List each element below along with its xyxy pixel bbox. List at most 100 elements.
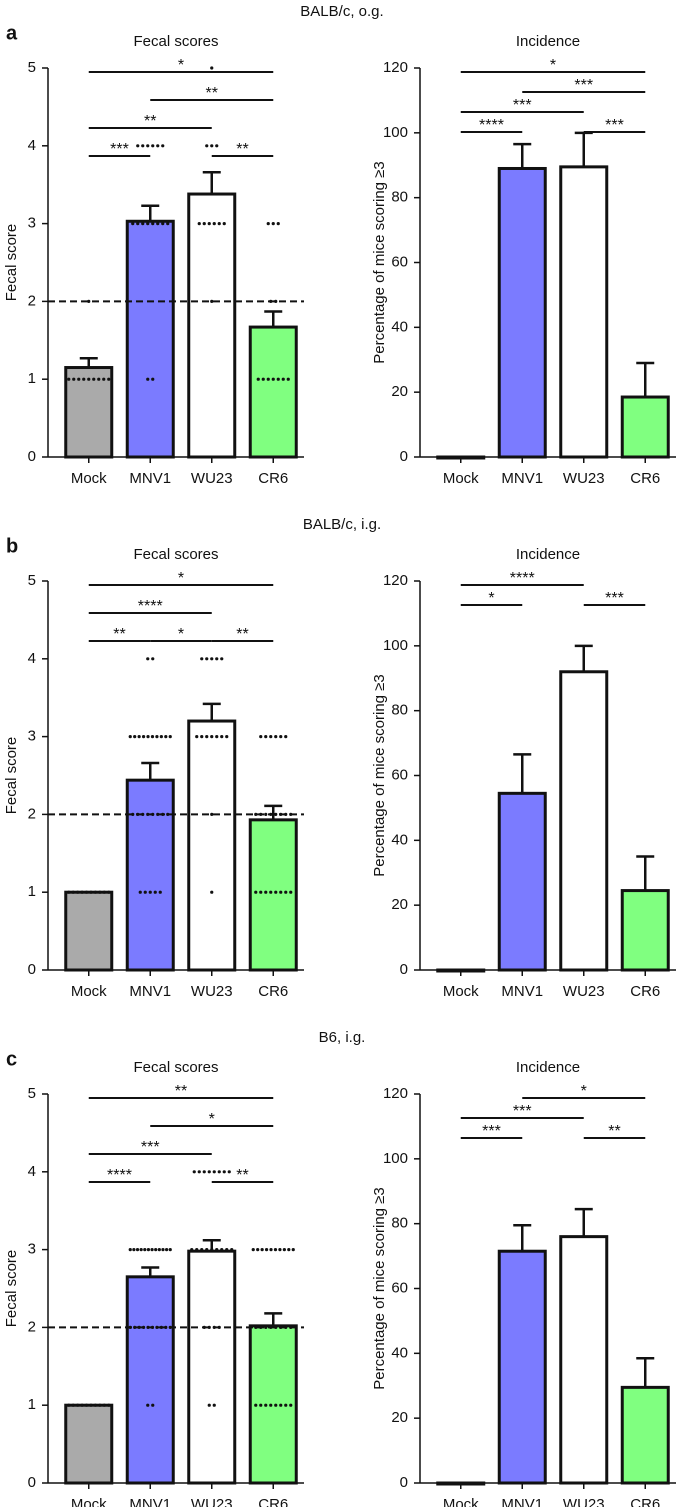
x-tick-label: MNV1 bbox=[501, 983, 543, 1000]
data-point bbox=[168, 1248, 172, 1252]
y-tick-label: 120 bbox=[383, 572, 408, 589]
x-tick-label: CR6 bbox=[630, 983, 660, 1000]
data-point bbox=[192, 1170, 196, 1174]
data-point bbox=[264, 812, 268, 817]
data-point bbox=[107, 890, 111, 894]
chart-title: Fecal scores bbox=[133, 33, 218, 50]
data-point bbox=[151, 1403, 155, 1407]
significance-label: ** bbox=[113, 626, 125, 643]
significance-label: *** bbox=[513, 1103, 532, 1120]
data-point bbox=[67, 377, 71, 381]
data-point bbox=[133, 1325, 137, 1329]
y-tick-label: 2 bbox=[28, 805, 36, 822]
significance-label: ** bbox=[144, 113, 156, 130]
x-tick-label: MNV1 bbox=[129, 470, 171, 487]
data-point bbox=[71, 1403, 75, 1407]
data-point bbox=[202, 222, 206, 226]
x-tick-label: CR6 bbox=[630, 470, 660, 487]
data-point bbox=[210, 657, 214, 661]
bar bbox=[620, 395, 670, 459]
y-tick-label: 0 bbox=[28, 1474, 36, 1491]
data-point bbox=[279, 1403, 283, 1407]
bar bbox=[187, 1249, 237, 1485]
y-tick-label: 3 bbox=[28, 1241, 36, 1258]
data-point bbox=[161, 144, 165, 148]
x-tick-label: MNV1 bbox=[501, 1496, 543, 1507]
data-point bbox=[281, 377, 285, 381]
data-point bbox=[156, 222, 160, 226]
y-tick-label: 0 bbox=[28, 448, 36, 465]
data-point bbox=[205, 657, 209, 661]
data-point bbox=[259, 890, 263, 894]
data-point bbox=[161, 1248, 165, 1252]
bar bbox=[125, 778, 175, 972]
y-tick-label: 40 bbox=[391, 831, 408, 848]
y-tick-label: 1 bbox=[28, 1396, 36, 1413]
data-point bbox=[274, 890, 278, 894]
y-tick-label: 80 bbox=[391, 702, 408, 719]
y-tick-label: 2 bbox=[28, 292, 36, 309]
data-point bbox=[254, 812, 258, 817]
data-point bbox=[143, 890, 147, 894]
y-tick-label: 4 bbox=[28, 1163, 36, 1180]
significance-label: * bbox=[178, 626, 184, 643]
data-point bbox=[284, 735, 288, 739]
data-point bbox=[210, 735, 214, 739]
data-point bbox=[98, 1403, 102, 1407]
panel-label: c bbox=[6, 1048, 17, 1070]
data-point bbox=[210, 1248, 214, 1252]
data-point bbox=[200, 657, 204, 661]
data-point bbox=[164, 735, 168, 739]
data-point bbox=[76, 1403, 80, 1407]
chart-title: Fecal scores bbox=[133, 546, 218, 563]
data-point bbox=[289, 890, 293, 894]
data-point bbox=[136, 222, 140, 226]
bar bbox=[497, 1249, 547, 1485]
data-point bbox=[289, 1403, 293, 1407]
data-point bbox=[254, 1325, 258, 1329]
data-point bbox=[156, 144, 160, 148]
y-tick-label: 3 bbox=[28, 215, 36, 232]
data-point bbox=[153, 890, 157, 894]
bar bbox=[559, 165, 609, 459]
data-point bbox=[84, 890, 89, 894]
data-point bbox=[210, 890, 214, 894]
data-point bbox=[260, 1248, 264, 1252]
y-axis-label: Fecal score bbox=[3, 737, 20, 815]
data-point bbox=[92, 377, 96, 381]
data-point bbox=[146, 1403, 150, 1407]
bar bbox=[187, 192, 237, 459]
data-point bbox=[102, 890, 106, 894]
panel-title: B6, i.g. bbox=[319, 1029, 366, 1046]
data-point bbox=[205, 735, 209, 739]
bar bbox=[64, 366, 114, 459]
data-point bbox=[93, 890, 98, 894]
y-tick-label: 80 bbox=[391, 189, 408, 206]
data-point bbox=[76, 890, 80, 894]
panel-label: b bbox=[6, 535, 18, 557]
bar bbox=[436, 455, 486, 460]
data-point bbox=[139, 1248, 143, 1252]
y-tick-label: 1 bbox=[28, 370, 36, 387]
significance-label: **** bbox=[107, 1167, 132, 1184]
data-point bbox=[87, 377, 91, 381]
data-point bbox=[271, 377, 275, 381]
significance-label: * bbox=[178, 57, 184, 74]
data-point bbox=[146, 377, 150, 381]
data-point bbox=[225, 735, 229, 739]
data-point bbox=[282, 1248, 286, 1252]
data-point bbox=[146, 1248, 151, 1252]
bar bbox=[248, 818, 298, 972]
y-tick-label: 100 bbox=[383, 637, 408, 654]
y-tick-label: 0 bbox=[28, 961, 36, 978]
data-point bbox=[274, 735, 278, 739]
significance-label: ** bbox=[206, 85, 218, 102]
data-point bbox=[197, 1170, 201, 1174]
data-point bbox=[291, 1248, 295, 1252]
bar bbox=[64, 1403, 114, 1485]
data-point bbox=[256, 377, 260, 381]
data-point bbox=[98, 890, 102, 894]
data-point bbox=[159, 735, 163, 739]
y-tick-label: 4 bbox=[28, 137, 36, 154]
